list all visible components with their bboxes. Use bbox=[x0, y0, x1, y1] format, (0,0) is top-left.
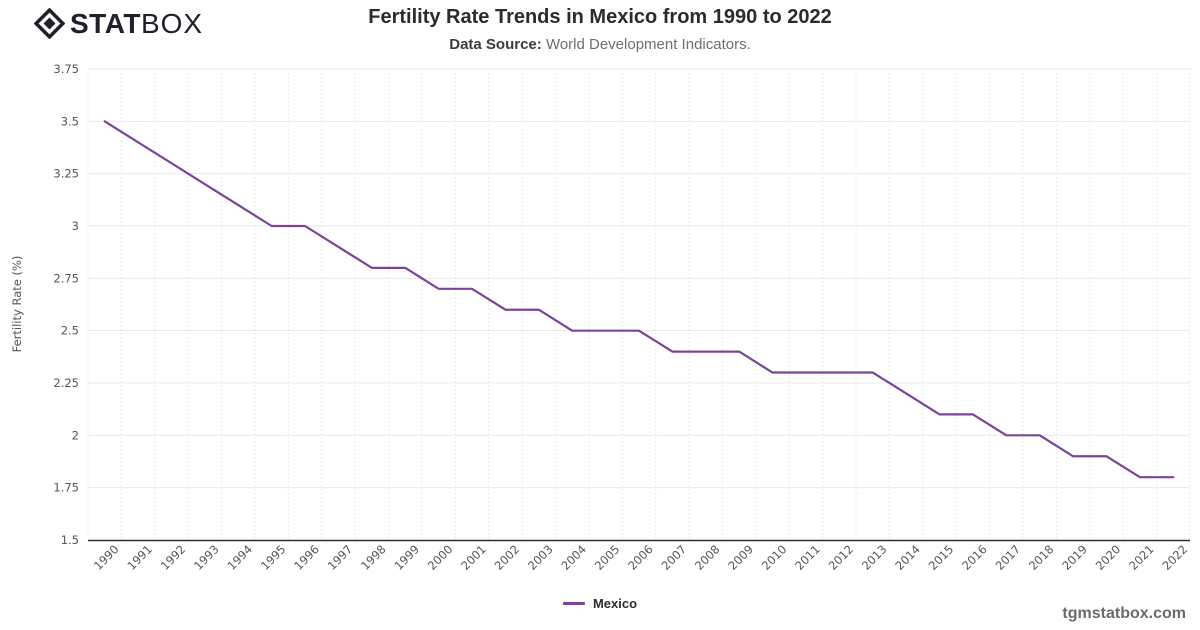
statbox-diamond-icon bbox=[34, 8, 65, 39]
svg-text:2012: 2012 bbox=[826, 542, 857, 573]
statbox-logo: STAT BOX bbox=[34, 8, 203, 39]
svg-text:1993: 1993 bbox=[191, 542, 222, 573]
svg-text:1994: 1994 bbox=[224, 542, 255, 573]
svg-text:2018: 2018 bbox=[1026, 542, 1057, 573]
legend: Mexico bbox=[0, 596, 1200, 611]
svg-text:1992: 1992 bbox=[158, 542, 189, 573]
svg-text:2006: 2006 bbox=[625, 542, 656, 573]
svg-text:2021: 2021 bbox=[1126, 542, 1157, 573]
svg-text:2000: 2000 bbox=[425, 542, 456, 573]
chart-title: Fertility Rate Trends in Mexico from 199… bbox=[368, 6, 832, 28]
svg-text:2.5: 2.5 bbox=[61, 324, 79, 338]
svg-text:2014: 2014 bbox=[892, 542, 923, 573]
svg-text:2011: 2011 bbox=[792, 542, 823, 573]
svg-text:1995: 1995 bbox=[258, 542, 289, 573]
svg-text:2003: 2003 bbox=[525, 542, 556, 573]
svg-text:2: 2 bbox=[72, 428, 79, 442]
svg-text:2005: 2005 bbox=[592, 542, 623, 573]
svg-text:1990: 1990 bbox=[91, 542, 122, 573]
svg-text:3.75: 3.75 bbox=[53, 62, 79, 76]
svg-text:2017: 2017 bbox=[993, 542, 1024, 573]
svg-text:2009: 2009 bbox=[725, 542, 756, 573]
svg-text:2020: 2020 bbox=[1093, 542, 1124, 573]
svg-text:2007: 2007 bbox=[659, 542, 690, 573]
data-source-value: World Development Indicators. bbox=[545, 36, 751, 53]
svg-text:3.5: 3.5 bbox=[61, 114, 79, 128]
svg-text:2008: 2008 bbox=[692, 542, 723, 573]
legend-swatch bbox=[562, 602, 585, 605]
website-url: tgmstatbox.com bbox=[1062, 605, 1186, 622]
svg-text:2010: 2010 bbox=[759, 542, 790, 573]
logo-stat-text: STAT bbox=[70, 7, 141, 39]
svg-text:1997: 1997 bbox=[325, 542, 356, 573]
logo-box-text: BOX bbox=[140, 7, 204, 39]
svg-text:2013: 2013 bbox=[859, 542, 890, 573]
chart-subtitle: Data Source: World Development Indicator… bbox=[0, 36, 1200, 53]
svg-text:1998: 1998 bbox=[358, 542, 389, 573]
svg-text:Fertility Rate (%): Fertility Rate (%) bbox=[10, 256, 24, 353]
svg-text:3.25: 3.25 bbox=[53, 167, 79, 181]
svg-text:2015: 2015 bbox=[926, 542, 957, 573]
svg-text:2001: 2001 bbox=[458, 542, 489, 573]
svg-text:1.5: 1.5 bbox=[61, 533, 79, 547]
svg-text:2016: 2016 bbox=[959, 542, 990, 573]
svg-text:1.75: 1.75 bbox=[53, 481, 79, 495]
svg-text:1999: 1999 bbox=[391, 542, 422, 573]
svg-text:1996: 1996 bbox=[291, 542, 322, 573]
svg-text:3: 3 bbox=[72, 219, 79, 233]
svg-text:2.25: 2.25 bbox=[53, 376, 79, 390]
svg-text:1991: 1991 bbox=[124, 542, 155, 573]
svg-text:2002: 2002 bbox=[492, 542, 523, 573]
svg-text:2022: 2022 bbox=[1160, 542, 1191, 573]
data-source-label: Data Source: bbox=[449, 36, 542, 53]
svg-text:2004: 2004 bbox=[558, 542, 589, 573]
svg-text:2019: 2019 bbox=[1059, 542, 1090, 573]
svg-text:2.75: 2.75 bbox=[53, 271, 79, 285]
legend-label: Mexico bbox=[592, 596, 638, 611]
statbox-wordmark: STAT BOX bbox=[70, 7, 204, 39]
